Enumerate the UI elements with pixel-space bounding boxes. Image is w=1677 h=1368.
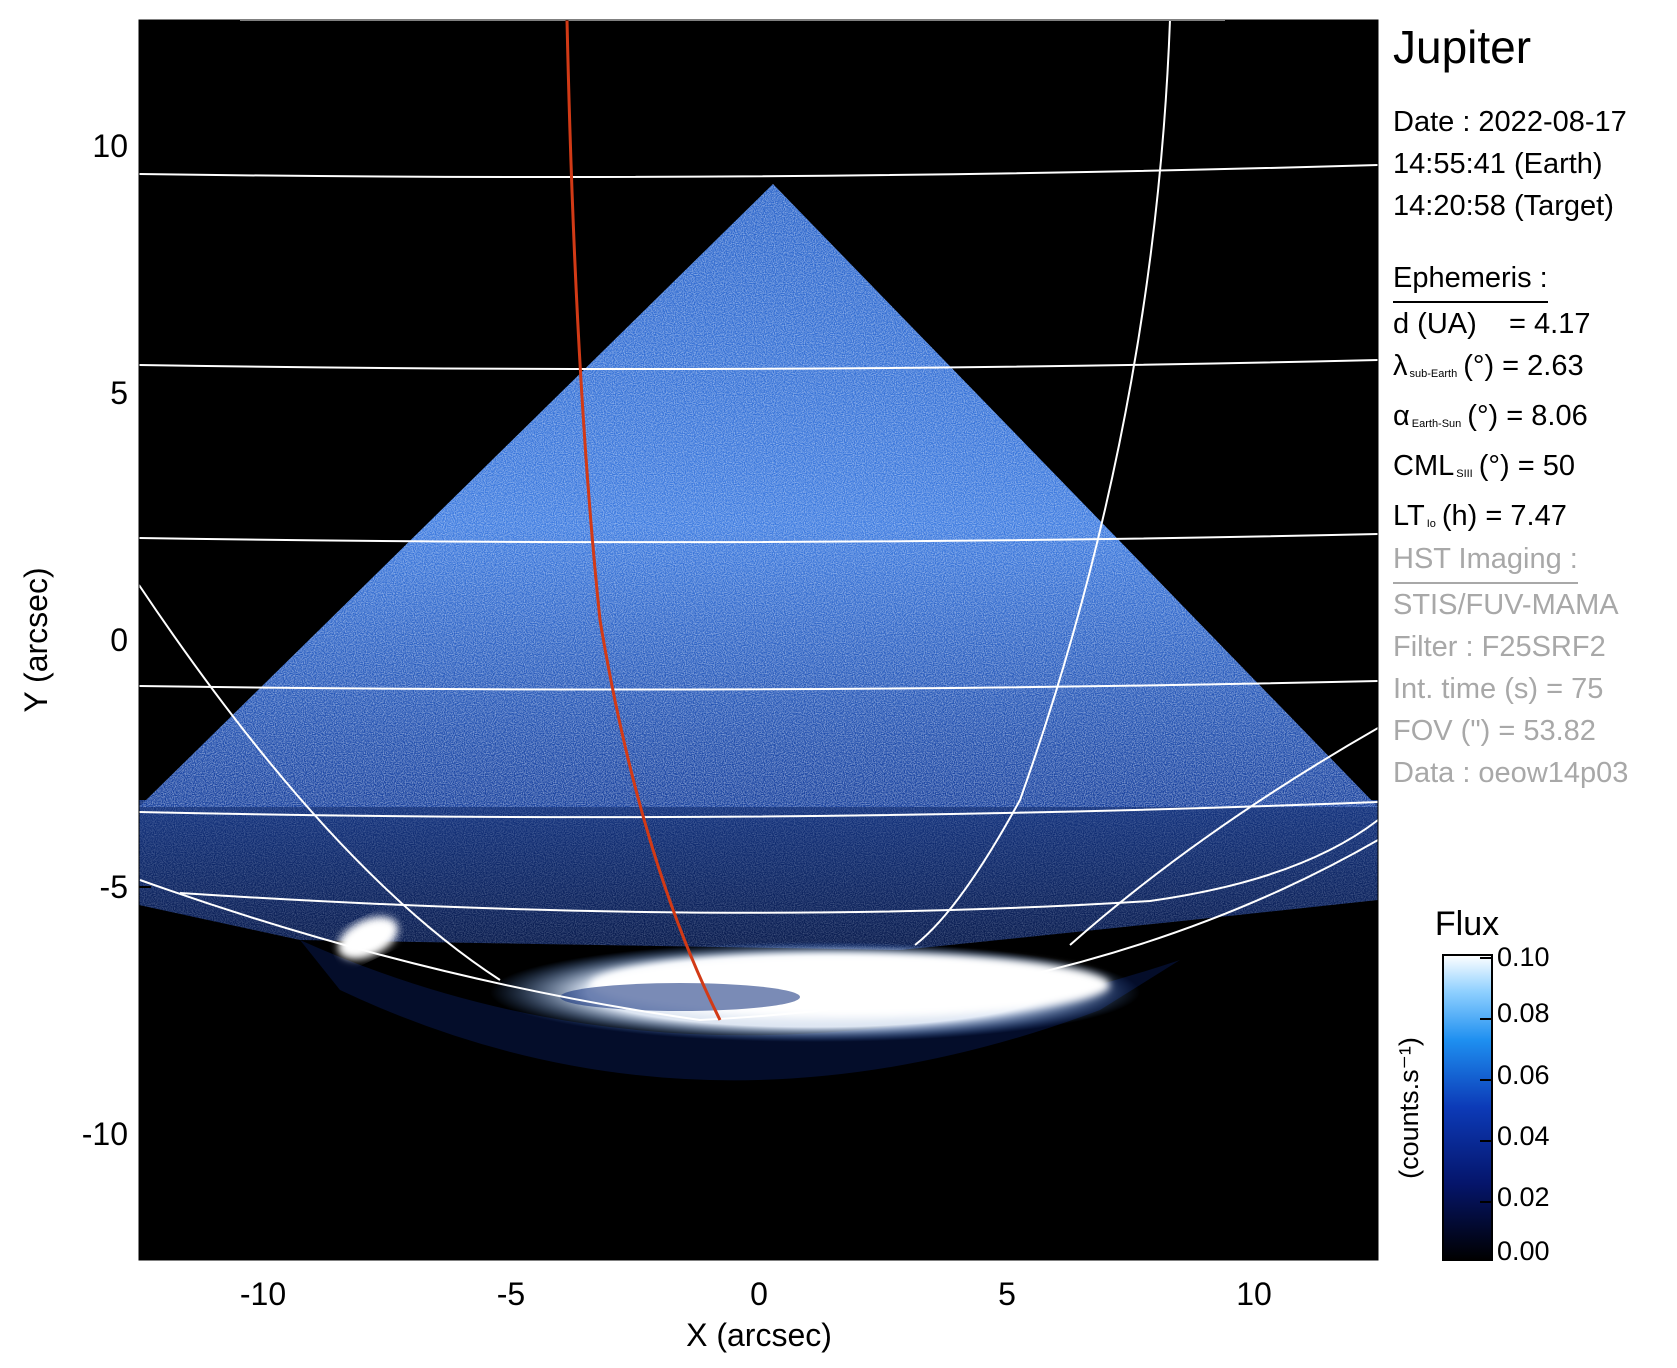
- latitude-sub: sub-Earth: [1409, 368, 1458, 380]
- colorbar-tick-label: 0.08: [1497, 998, 1550, 1028]
- phase-row: α Earth-Sun (°) = 8.06: [1393, 395, 1590, 445]
- latitude-value: (°) = 2.63: [1463, 350, 1584, 382]
- hst-header: HST Imaging :: [1393, 538, 1578, 584]
- lt-value: (h) = 7.47: [1441, 500, 1567, 532]
- lower-band-noise: [139, 800, 1378, 950]
- colorbar-tick-label: 0.04: [1497, 1121, 1550, 1151]
- colorbar-tick-label: 0.00: [1497, 1236, 1550, 1266]
- cml-sub: SIII: [1456, 468, 1473, 480]
- x-tick-label: -10: [240, 1276, 286, 1312]
- io-footpath: [565, 20, 722, 1021]
- phase-value: (°) = 8.06: [1467, 400, 1588, 432]
- latitude-row: λ sub-Earth (°) = 2.63: [1393, 345, 1590, 395]
- colorbar-tick-label: 0.06: [1497, 1060, 1550, 1090]
- x-axis: -10 -5 0 5 10 X (arcsec): [240, 1248, 1272, 1353]
- planet-title: Jupiter: [1393, 21, 1532, 73]
- phase-symbol: α: [1393, 400, 1410, 432]
- x-axis-label: X (arcsec): [686, 1317, 832, 1353]
- latitude-line: [139, 164, 1378, 178]
- distance-value: = 4.17: [1509, 308, 1591, 340]
- earth-time: 14:55:41 (Earth): [1393, 148, 1603, 180]
- colorbar-tick-label: 0.10: [1497, 942, 1550, 972]
- colorbar: 0.10 0.08 0.06 0.04 0.02 0.00 Flux (coun…: [1394, 905, 1550, 1266]
- y-tick-label: 5: [110, 375, 128, 411]
- cml-symbol: CML: [1393, 450, 1455, 482]
- cml-value: (°) = 50: [1478, 450, 1575, 482]
- date-line: Date : 2022-08-17: [1393, 106, 1627, 138]
- hst-int-time: Int. time (s) = 75: [1393, 673, 1604, 705]
- ephemeris-block: Ephemeris : d (UA) = 4.17 λ sub-Earth (°) …: [1393, 257, 1590, 545]
- latitude-line: [139, 680, 1378, 691]
- phase-sub: Earth-Sun: [1411, 418, 1462, 430]
- hst-filter: Filter : F25SRF2: [1393, 631, 1606, 663]
- y-tick-label: 10: [92, 128, 128, 164]
- longitude-line: [914, 20, 1171, 946]
- y-tick-label: 0: [110, 622, 128, 658]
- x-tick-label: 0: [750, 1276, 768, 1312]
- latitude-grid: [139, 164, 1378, 1022]
- target-time: 14:20:58 (Target): [1393, 190, 1614, 222]
- lt-symbol: LT: [1393, 500, 1425, 532]
- faint-tail: [300, 940, 1180, 1081]
- colorbar-title: Flux: [1435, 905, 1499, 943]
- y-tick-label: -5: [100, 869, 128, 905]
- longitude-line: [139, 584, 501, 981]
- emission-image: [139, 20, 1378, 1081]
- lt-sub: Io: [1426, 518, 1436, 530]
- latitude-line: [139, 801, 1378, 819]
- hst-block: HST Imaging : STIS/FUV-MAMA Filter : F25…: [1393, 538, 1628, 794]
- colorbar-unit-label: (counts.s⁻¹): [1394, 1037, 1424, 1179]
- x-tick-label: -5: [497, 1276, 525, 1312]
- observation-block: Date : 2022-08-17 14:55:41 (Earth) 14:20…: [1393, 101, 1627, 227]
- colorbar-gradient: [1442, 954, 1493, 1261]
- colorbar-labels: 0.10 0.08 0.06 0.04 0.02 0.00: [1497, 942, 1550, 1266]
- hst-data: Data : oeow14p03: [1393, 757, 1629, 789]
- x-tick-label: 10: [1236, 1276, 1272, 1312]
- longitude-line: [1069, 727, 1378, 946]
- hst-instrument: STIS/FUV-MAMA: [1393, 589, 1619, 621]
- distance-row: d (UA) = 4.17: [1393, 303, 1590, 345]
- y-axis-label: Y (arcsec): [18, 567, 54, 712]
- distance-label: d (UA): [1393, 308, 1477, 340]
- auroral-spot: [338, 916, 398, 960]
- x-tick-label: 5: [998, 1276, 1016, 1312]
- oval-inner-dark: [560, 983, 800, 1011]
- cml-row: CML SIII (°) = 50: [1393, 445, 1590, 495]
- plot-area: [138, 19, 1379, 1261]
- colorbar-tick-label: 0.02: [1497, 1182, 1550, 1212]
- longitude-grid: [139, 20, 1378, 981]
- ephemeris-header: Ephemeris :: [1393, 257, 1548, 303]
- latitude-symbol: λ: [1393, 350, 1408, 382]
- local-time-row: LT Io (h) = 7.47: [1393, 495, 1590, 545]
- y-axis: 10 5 0 -5 -10 Y (arcsec): [18, 128, 151, 1152]
- latitude-line: [139, 839, 1378, 1022]
- y-tick-label: -10: [82, 1116, 128, 1152]
- colorbar-ticks: [1480, 957, 1492, 1203]
- hst-fov: FOV (") = 53.82: [1393, 715, 1596, 747]
- latitude-line: [179, 819, 1378, 914]
- latitude-line: [139, 359, 1378, 370]
- latitude-line: [139, 533, 1378, 544]
